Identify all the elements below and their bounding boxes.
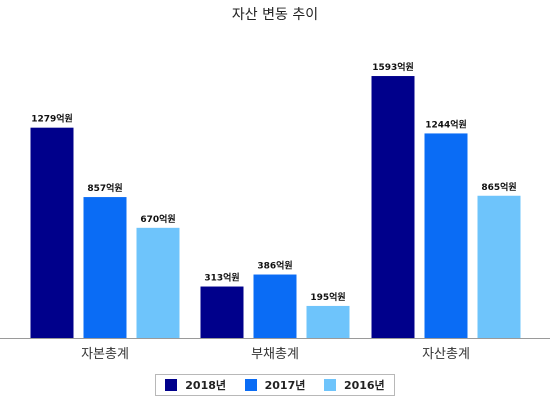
- chart-legend: 2018년 2017년 2016년: [155, 374, 395, 396]
- data-label: 1279억원: [31, 113, 73, 125]
- data-label: 857억원: [87, 182, 122, 194]
- data-label: 670억원: [140, 213, 175, 225]
- bar-0-1: [83, 197, 127, 338]
- legend-label: 2017년: [264, 379, 306, 392]
- legend-label: 2016년: [343, 379, 385, 392]
- data-label: 195억원: [310, 291, 345, 303]
- category-label: 부채총계: [251, 347, 299, 362]
- chart-title: 자산 변동 추이: [231, 7, 319, 23]
- bar-2-2: [477, 195, 521, 338]
- bar-1-2: [306, 305, 350, 338]
- data-label: 386억원: [257, 260, 292, 272]
- legend-item: 2018년: [165, 377, 226, 393]
- legend-item: 2017년: [244, 377, 306, 393]
- bar-1-0: [200, 286, 244, 338]
- data-label: 1244억원: [425, 118, 467, 130]
- legend-swatch: [165, 379, 178, 391]
- data-label: 313억원: [204, 272, 239, 284]
- bar-1-1: [253, 274, 297, 338]
- bar-0-2: [136, 227, 180, 338]
- data-label: 1593억원: [372, 61, 414, 73]
- legend-label: 2018년: [185, 379, 227, 392]
- category-label: 자산총계: [422, 347, 470, 362]
- data-label: 865억원: [481, 181, 516, 193]
- legend-item: 2016년: [323, 377, 385, 393]
- bar-2-1: [424, 133, 468, 338]
- legend-swatch: [244, 379, 257, 391]
- legend-swatch: [323, 379, 336, 391]
- bar-0-0: [30, 127, 74, 338]
- bar-2-0: [371, 76, 415, 338]
- category-label: 자본총계: [81, 347, 129, 362]
